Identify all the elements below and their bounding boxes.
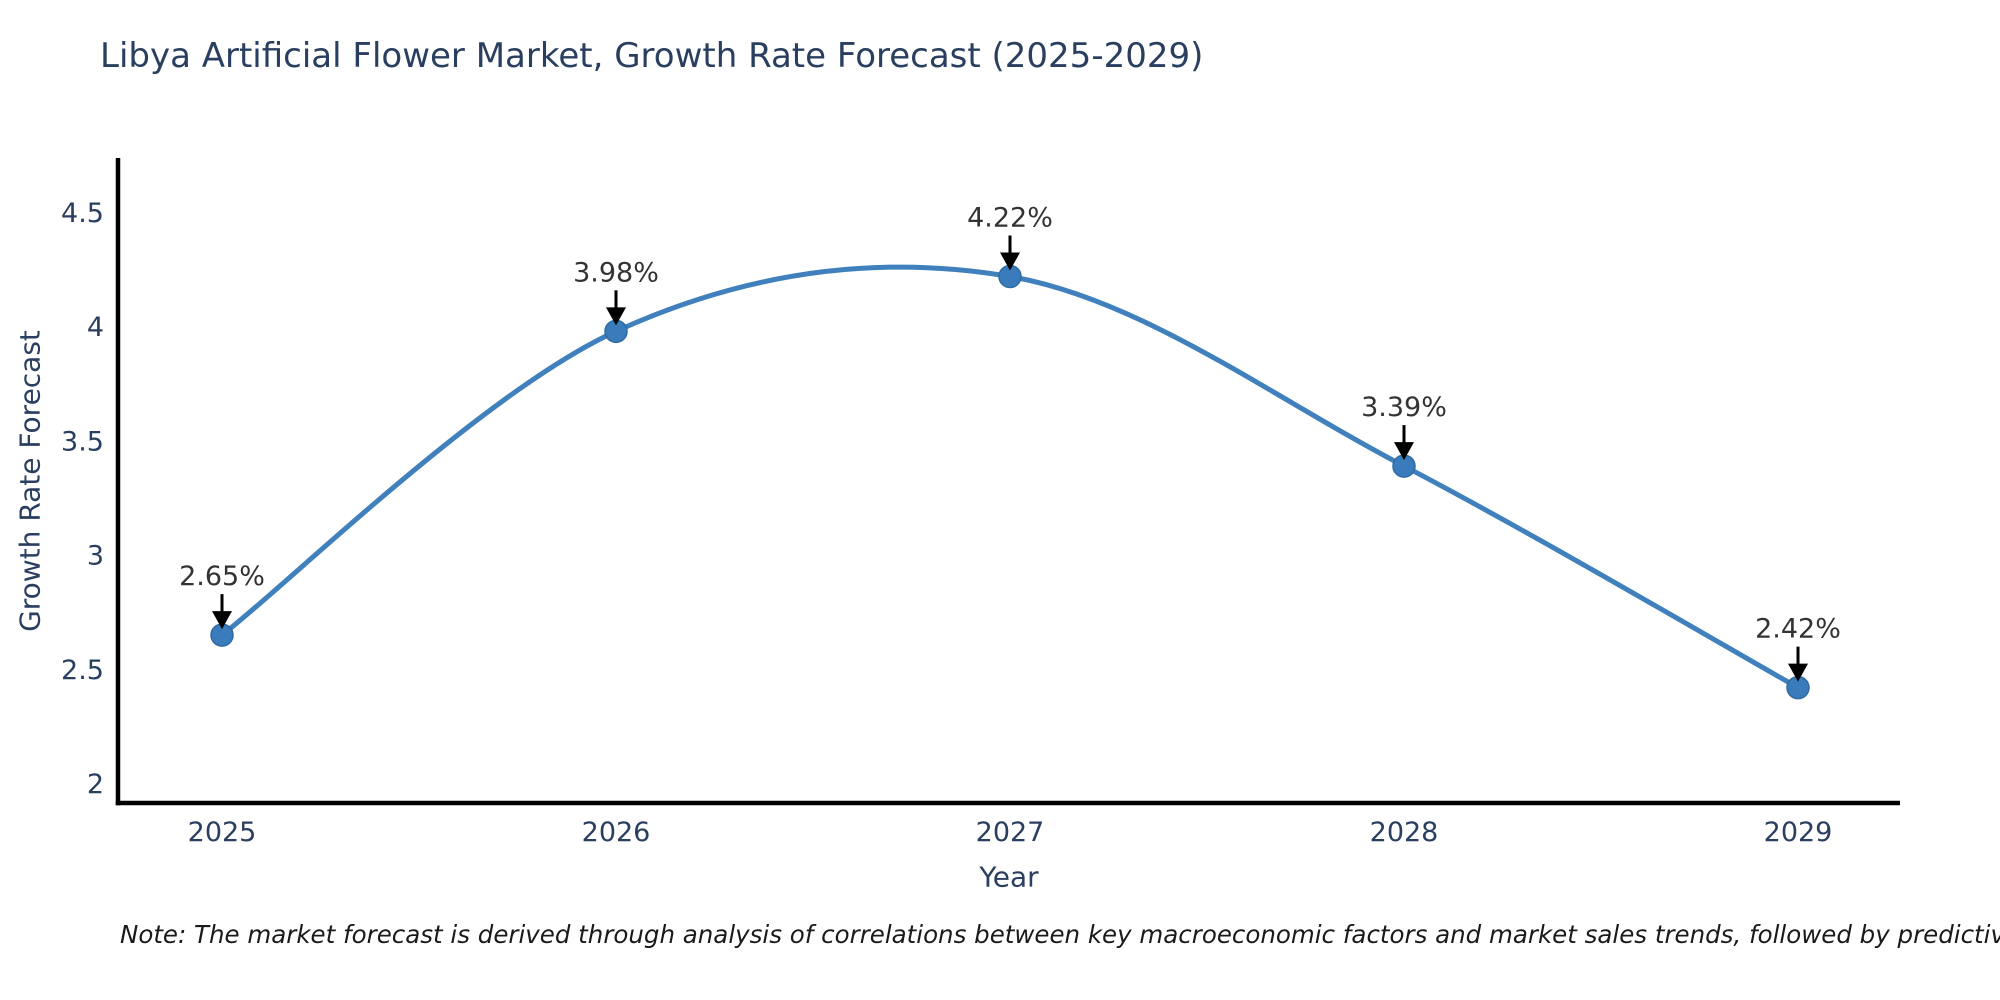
point-value-label: 2.65% bbox=[179, 561, 265, 592]
y-tick-label: 3.5 bbox=[61, 426, 104, 457]
y-tick-label: 4 bbox=[87, 312, 104, 343]
x-axis-title: Year bbox=[979, 860, 1039, 894]
point-value-label: 3.39% bbox=[1361, 392, 1447, 423]
x-tick-label: 2029 bbox=[1764, 817, 1833, 848]
point-value-label: 4.22% bbox=[967, 202, 1053, 233]
x-tick-label: 2026 bbox=[582, 817, 651, 848]
x-tick-label: 2025 bbox=[188, 817, 257, 848]
x-tick-label: 2027 bbox=[976, 817, 1045, 848]
y-tick-label: 4.5 bbox=[61, 198, 104, 229]
annotation-arrow-head-icon bbox=[1000, 252, 1020, 271]
chart-title: Libya Artificial Flower Market, Growth R… bbox=[100, 36, 1204, 76]
annotation-arrow-head-icon bbox=[212, 611, 232, 630]
annotation-arrow-head-icon bbox=[1788, 663, 1808, 682]
y-tick-label: 3 bbox=[87, 541, 104, 572]
y-tick-label: 2.5 bbox=[61, 655, 104, 686]
annotation-arrow-head-icon bbox=[606, 307, 626, 326]
point-value-label: 2.42% bbox=[1755, 614, 1841, 645]
footnote: Note: The market forecast is derived thr… bbox=[120, 920, 2000, 949]
trend-line bbox=[219, 264, 1801, 691]
annotation-arrow-head-icon bbox=[1394, 442, 1414, 461]
point-value-label: 3.98% bbox=[573, 257, 659, 288]
x-tick-label: 2028 bbox=[1370, 817, 1439, 848]
y-tick-label: 2 bbox=[87, 769, 104, 800]
y-axis-title: Growth Rate Forecast bbox=[13, 330, 47, 632]
